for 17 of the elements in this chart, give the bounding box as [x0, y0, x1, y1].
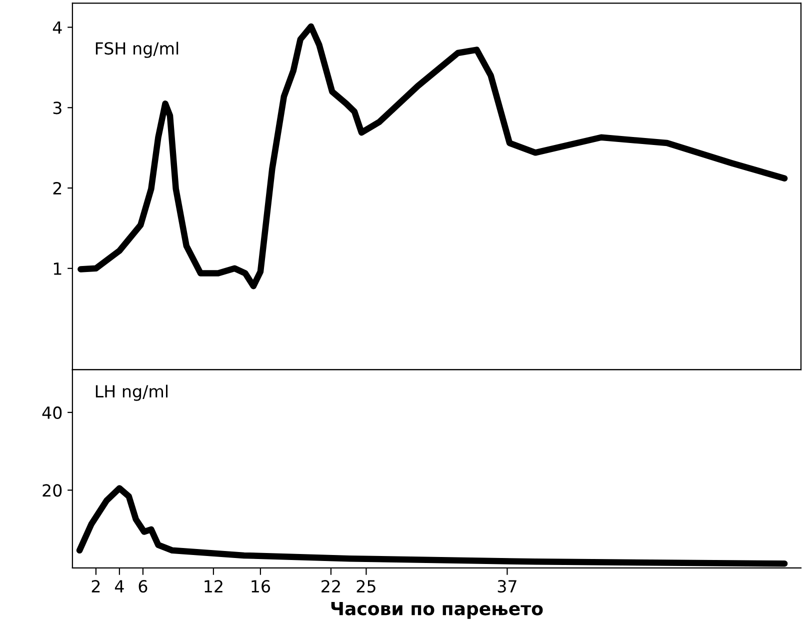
y-tick-label: 2	[53, 182, 62, 194]
annotation: LH ng/ml	[96, 384, 168, 401]
y-tick-label: 40	[42, 406, 62, 419]
x-tick-label: 16	[252, 580, 270, 593]
x-axis-title: Часови по парењето	[331, 602, 543, 619]
y-tick-label: 20	[42, 484, 62, 497]
y-tick-label: 4	[52, 21, 62, 34]
y-tick-label: 3	[53, 102, 62, 114]
x-tick-label: 12	[204, 580, 222, 592]
x-tick-label: 22	[322, 580, 340, 592]
x-tick-label: 4	[114, 580, 124, 592]
y-tick-label: 1	[54, 262, 62, 275]
x-tick-label: 2	[92, 580, 100, 592]
x-tick-label: 6	[138, 580, 148, 593]
x-tick-label: 25	[356, 580, 376, 593]
x-tick-label: 37	[498, 580, 516, 593]
annotation: FSH ng/ml	[96, 42, 178, 58]
